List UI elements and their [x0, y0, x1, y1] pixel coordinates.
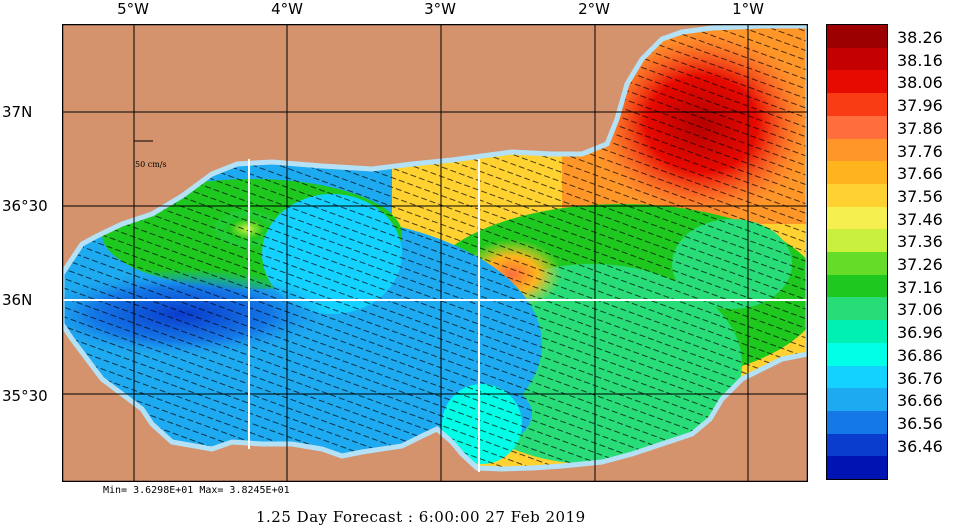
colorbar-label: 37.86: [897, 118, 943, 138]
colorbar: [826, 24, 888, 480]
colorbar-label: 37.56: [897, 186, 943, 206]
colorbar-swatch: [827, 183, 887, 208]
colorbar-label: 37.16: [897, 277, 943, 297]
lon-label-1w: 1°W: [732, 0, 764, 18]
colorbar-label: 37.66: [897, 164, 943, 184]
colorbar-label: 38.16: [897, 50, 943, 70]
colorbar-swatch: [827, 229, 887, 253]
colorbar-swatch: [827, 297, 887, 321]
lon-label-5w: 5°W: [117, 0, 149, 18]
colorbar-swatch: [827, 93, 887, 117]
velocity-scale-label: 50 cm/s: [135, 160, 167, 169]
colorbar-swatch: [827, 410, 887, 435]
lat-label-36-30: 36°30: [2, 197, 48, 215]
colorbar-label: 37.96: [897, 96, 943, 116]
colorbar-swatch: [827, 115, 887, 139]
colorbar-label: 36.66: [897, 391, 943, 411]
colorbar-label: 37.06: [897, 300, 943, 320]
colorbar-swatch: [827, 161, 887, 185]
colorbar-swatch: [827, 320, 887, 344]
lat-label-35-30: 35°30: [2, 387, 48, 405]
section-lines: [62, 159, 808, 472]
colorbar-label: 36.76: [897, 368, 943, 388]
colorbar-label: 36.46: [897, 436, 943, 456]
colorbar-label: 37.46: [897, 209, 943, 229]
graticule: [62, 24, 808, 482]
colorbar-label: 36.56: [897, 413, 943, 433]
min-max-text: Min= 3.6298E+01 Max= 3.8245E+01: [103, 485, 290, 496]
colorbar-label: 37.76: [897, 141, 943, 161]
lat-label-37n: 37N: [2, 103, 33, 121]
colorbar-label: 36.86: [897, 345, 943, 365]
lon-label-3w: 3°W: [424, 0, 456, 18]
colorbar-swatch: [827, 47, 887, 71]
colorbar-swatch: [827, 388, 887, 412]
colorbar-swatch: [827, 206, 887, 230]
colorbar-swatch: [827, 274, 887, 298]
colorbar-swatch: [827, 70, 887, 94]
colorbar-label: 37.26: [897, 255, 943, 274]
colorbar-label: 36.96: [897, 323, 943, 343]
colorbar-label: 38.06: [897, 73, 943, 93]
lat-label-36n: 36N: [2, 291, 33, 309]
colorbar-swatch: [827, 342, 887, 366]
colorbar-swatch: [827, 25, 887, 49]
salinity-map: [62, 24, 808, 482]
colorbar-swatch: [827, 433, 887, 457]
lon-label-2w: 2°W: [578, 0, 610, 18]
colorbar-swatch: [827, 456, 887, 480]
colorbar-swatch: [827, 365, 887, 389]
colorbar-swatch: [827, 138, 887, 162]
forecast-caption: 1.25 Day Forecast : 6:00:00 27 Feb 2019: [256, 508, 586, 526]
colorbar-swatch: [827, 252, 887, 276]
lon-label-4w: 4°W: [271, 0, 303, 18]
colorbar-label: 38.26: [897, 28, 943, 47]
colorbar-label: 37.36: [897, 232, 943, 252]
